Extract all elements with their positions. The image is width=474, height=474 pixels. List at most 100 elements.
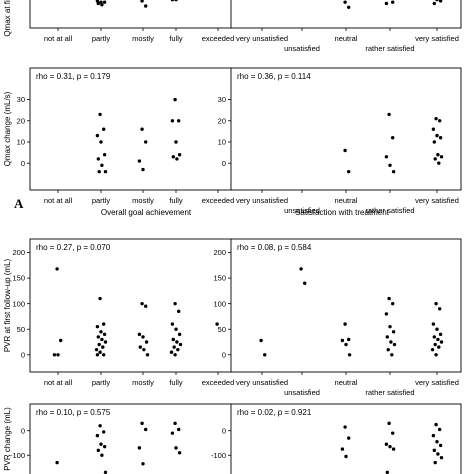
x-tick-label: very unsatisfied xyxy=(236,378,288,387)
correlation-annotation: rho = 0.27, p = 0.070 xyxy=(36,243,111,252)
data-point xyxy=(387,296,391,301)
x-tick-label: exceeded xyxy=(202,34,235,43)
data-point xyxy=(431,127,436,131)
data-point xyxy=(434,353,438,357)
data-point xyxy=(343,322,347,326)
data-point xyxy=(144,427,148,432)
data-point xyxy=(100,337,104,342)
data-point xyxy=(391,169,396,174)
data-point xyxy=(391,136,395,140)
y-tick-label: 10 xyxy=(218,138,226,147)
data-point xyxy=(137,159,142,163)
data-point xyxy=(100,163,104,167)
y-tick-label: 10 xyxy=(17,138,25,147)
data-point xyxy=(384,155,389,159)
x-tick-label: mostly xyxy=(132,34,154,43)
y-tick-label: 0 xyxy=(21,426,25,435)
data-point xyxy=(174,0,178,2)
x-tick-label: unsatisfied xyxy=(284,44,320,53)
data-point xyxy=(141,335,145,339)
data-point xyxy=(437,161,441,165)
panel-frame xyxy=(29,238,234,373)
data-point xyxy=(56,353,60,357)
data-point xyxy=(347,436,351,440)
panel-letter-a: A xyxy=(14,196,24,211)
data-point xyxy=(391,431,395,435)
data-point xyxy=(172,345,176,349)
data-point xyxy=(432,140,436,144)
data-point xyxy=(434,116,438,121)
x-tick-label: fully xyxy=(169,34,183,43)
data-point xyxy=(343,0,347,4)
data-point xyxy=(55,267,59,271)
x-tick-label: partly xyxy=(92,378,111,387)
data-point xyxy=(98,296,102,301)
data-point xyxy=(96,1,101,6)
x-tick-label: not at all xyxy=(44,196,73,205)
data-point xyxy=(95,324,100,329)
data-point xyxy=(97,342,101,347)
data-point xyxy=(434,422,438,427)
data-point xyxy=(343,148,347,153)
data-point xyxy=(340,447,345,451)
data-point xyxy=(438,119,442,123)
data-point xyxy=(388,163,392,167)
panel-qmax_first_goal: not at all partly mostly fully exceeded Qmax … xyxy=(3,0,234,43)
data-point xyxy=(101,345,105,349)
data-point xyxy=(391,330,396,334)
data-point xyxy=(171,337,175,342)
data-point xyxy=(436,452,440,456)
data-point xyxy=(98,112,102,117)
data-point xyxy=(140,301,144,306)
y-tick-label: 20 xyxy=(17,116,25,125)
data-point xyxy=(347,337,351,342)
x-tick-label: very satisfied xyxy=(415,34,459,43)
data-point xyxy=(385,470,389,474)
data-point xyxy=(102,444,107,449)
x-tick-label: not at all xyxy=(44,34,73,43)
data-point xyxy=(173,301,177,306)
y-axis-label: Qmax at first xyxy=(3,0,12,37)
data-point xyxy=(433,157,437,161)
data-point xyxy=(142,347,146,352)
data-point xyxy=(387,421,391,426)
data-point xyxy=(174,140,178,144)
data-point xyxy=(384,312,389,316)
data-point xyxy=(99,140,103,144)
data-point xyxy=(384,442,389,446)
data-point xyxy=(52,353,57,357)
data-point xyxy=(391,301,395,306)
data-point xyxy=(432,335,436,339)
data-point xyxy=(434,301,438,306)
data-point xyxy=(391,0,395,4)
x-tick-label: very satisfied xyxy=(415,196,459,205)
caption-satisfaction: Satisfaction with treatment xyxy=(295,208,390,217)
data-point xyxy=(173,97,177,102)
data-point xyxy=(436,337,440,342)
x-tick-label: mostly xyxy=(132,378,154,387)
y-tick-label: 0 xyxy=(222,350,226,359)
data-point xyxy=(99,442,103,446)
y-tick-label: 0 xyxy=(222,159,226,168)
y-tick-label: 100 xyxy=(213,299,226,308)
y-tick-label: 30 xyxy=(17,95,25,104)
correlation-annotation: rho = 0.31, p = 0.179 xyxy=(36,72,111,81)
data-point xyxy=(140,127,144,131)
data-point xyxy=(177,332,182,337)
data-point xyxy=(102,127,106,131)
data-point xyxy=(177,427,181,432)
y-tick-label: 0 xyxy=(21,159,25,168)
y-tick-label: -100 xyxy=(211,451,226,460)
data-point xyxy=(386,347,390,352)
data-point xyxy=(176,347,180,352)
data-point xyxy=(344,342,348,347)
panel-frame xyxy=(230,238,462,373)
correlation-annotation: rho = 0.10, p = 0.575 xyxy=(36,408,111,417)
correlation-annotation: rho = 0.08, p = 0.584 xyxy=(237,243,312,252)
y-tick-label: 200 xyxy=(12,248,25,257)
panel-qmax_change_goal: 0 10 20 30 not at all partly mostly fully exceed… xyxy=(3,67,234,205)
data-point xyxy=(137,446,142,450)
data-point xyxy=(144,140,148,144)
